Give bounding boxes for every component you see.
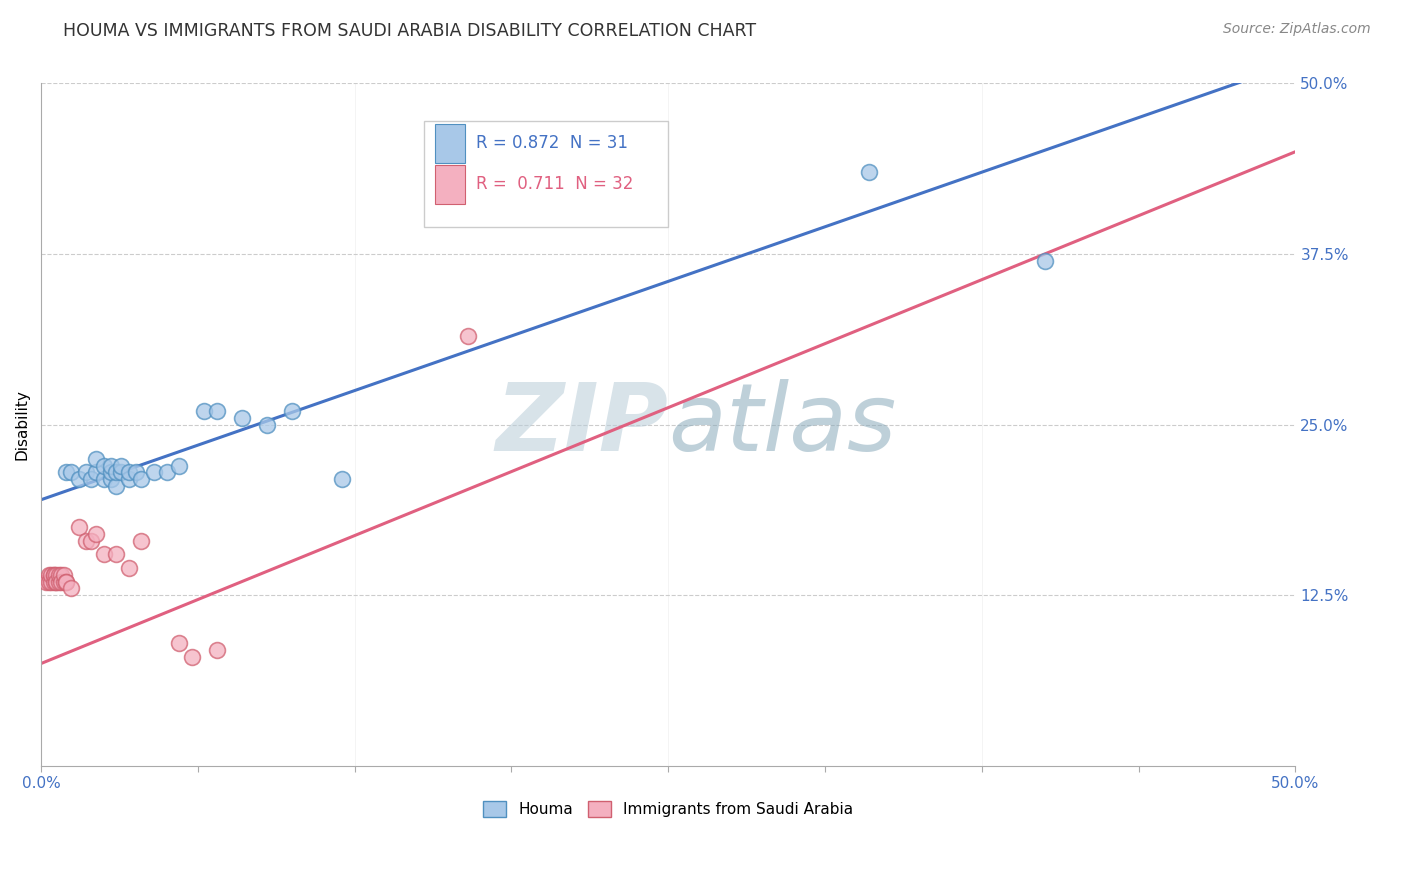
Point [100, 466, 122, 480]
Point [60, 582, 83, 596]
Point [80, 533, 103, 548]
Point [42, 567, 65, 582]
Point [167, 458, 190, 473]
FancyBboxPatch shape [434, 165, 465, 203]
Point [93, 547, 115, 561]
Point [281, 404, 304, 418]
Point [39, 574, 62, 589]
Point [118, 561, 141, 575]
Point [55, 466, 77, 480]
Point [858, 165, 880, 179]
Point [42, 567, 65, 582]
Point [67, 472, 90, 486]
Point [75, 533, 97, 548]
Point [105, 547, 128, 561]
Point [110, 458, 132, 473]
Point [55, 574, 77, 589]
Point [205, 404, 228, 418]
Point [52, 567, 75, 582]
Point [84, 526, 107, 541]
Point [131, 533, 153, 548]
FancyBboxPatch shape [434, 124, 465, 162]
Point [131, 472, 153, 486]
Text: ZIP: ZIP [495, 379, 668, 471]
Legend: Houma, Immigrants from Saudi Arabia: Houma, Immigrants from Saudi Arabia [477, 795, 859, 823]
Point [167, 636, 190, 650]
Point [48, 574, 70, 589]
Point [84, 466, 107, 480]
Text: R =  0.711  N = 32: R = 0.711 N = 32 [477, 176, 634, 194]
Point [48, 567, 70, 582]
Point [93, 472, 115, 486]
Point [45, 574, 67, 589]
FancyBboxPatch shape [423, 121, 668, 227]
Point [51, 574, 73, 589]
Point [60, 466, 83, 480]
Point [35, 574, 58, 589]
Text: R = 0.872  N = 31: R = 0.872 N = 31 [477, 135, 628, 153]
Point [125, 466, 148, 480]
Point [205, 643, 228, 657]
Point [52, 574, 75, 589]
Point [155, 466, 177, 480]
Text: Source: ZipAtlas.com: Source: ZipAtlas.com [1223, 22, 1371, 37]
Point [118, 472, 141, 486]
Point [143, 466, 166, 480]
Point [193, 404, 215, 418]
Point [75, 466, 97, 480]
Point [110, 466, 132, 480]
Point [457, 329, 479, 343]
Point [38, 567, 60, 582]
Point [51, 567, 73, 582]
Point [93, 458, 115, 473]
Point [42, 574, 65, 589]
Point [67, 520, 90, 534]
Point [38, 574, 60, 589]
Point [80, 472, 103, 486]
Point [55, 574, 77, 589]
Point [45, 574, 67, 589]
Point [45, 567, 67, 582]
Point [256, 417, 278, 432]
Point [84, 451, 107, 466]
Point [180, 649, 202, 664]
Point [105, 479, 128, 493]
Point [100, 458, 122, 473]
Point [100, 472, 122, 486]
Text: HOUMA VS IMMIGRANTS FROM SAUDI ARABIA DISABILITY CORRELATION CHART: HOUMA VS IMMIGRANTS FROM SAUDI ARABIA DI… [63, 22, 756, 40]
Point [1033, 253, 1056, 268]
Point [231, 410, 253, 425]
Point [105, 466, 128, 480]
Text: atlas: atlas [668, 379, 897, 470]
Point [39, 567, 62, 582]
Point [118, 466, 141, 480]
Y-axis label: Disability: Disability [15, 389, 30, 460]
Point [330, 472, 353, 486]
